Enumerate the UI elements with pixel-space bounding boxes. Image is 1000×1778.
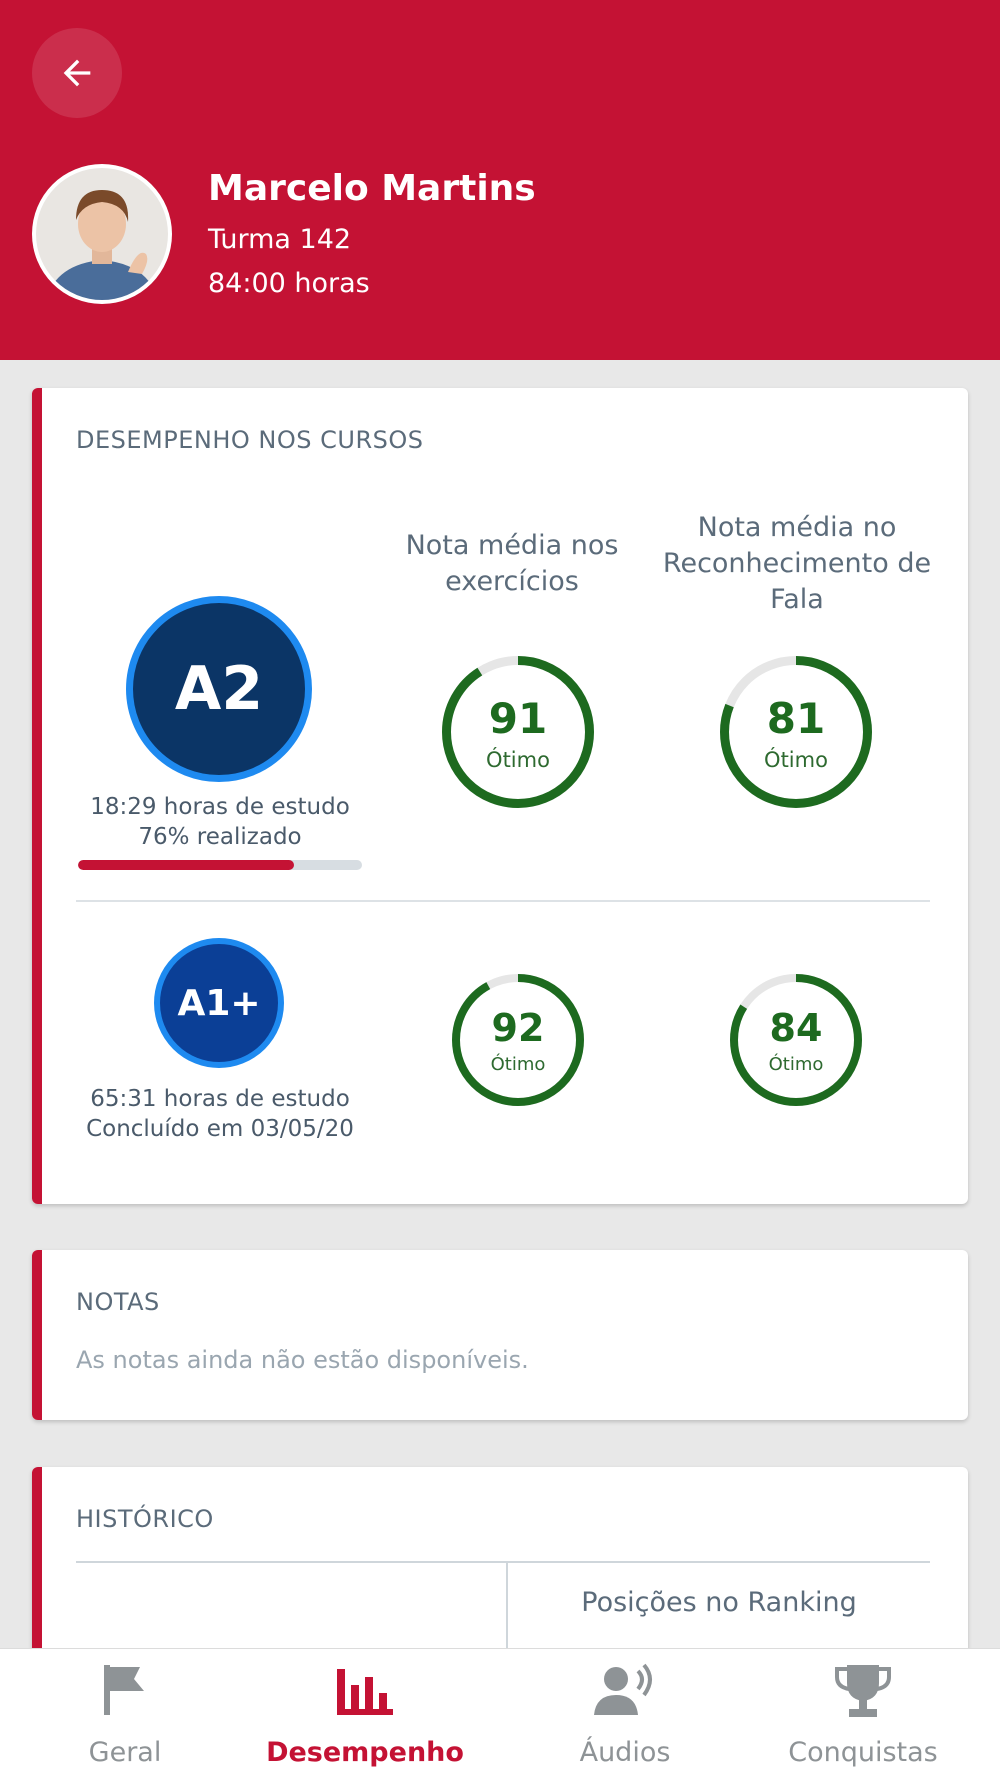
exercise-score-ring: 92 Ótimo	[452, 974, 584, 1106]
course-progress-bar	[78, 860, 362, 870]
exercise-score-value: 91	[488, 694, 548, 743]
history-column-divider	[506, 1563, 508, 1703]
nav-conquistas[interactable]: Conquistas	[738, 1649, 988, 1778]
bottom-navigation: Geral Desempenho Áudios	[0, 1648, 1000, 1778]
course-progress-fill	[78, 860, 294, 870]
user-hours: 84:00 horas	[208, 268, 370, 299]
level-badge-a2[interactable]: A2	[126, 596, 312, 782]
user-name: Marcelo Martins	[208, 168, 536, 209]
speech-score-label: Ótimo	[768, 1054, 824, 1075]
speech-score-label: Ótimo	[764, 748, 828, 772]
nav-desempenho[interactable]: Desempenho	[240, 1649, 490, 1778]
bar-chart-icon	[337, 1669, 393, 1715]
course-progress-text: 76% realizado	[138, 824, 302, 850]
profile-header: Marcelo Martins Turma 142 84:00 horas	[0, 0, 1000, 360]
performance-card: DESEMPENHO NOS CURSOS Nota média nos exe…	[32, 388, 968, 1204]
score-ring-graphic	[452, 974, 584, 1106]
nav-geral[interactable]: Geral	[0, 1649, 250, 1778]
nav-label: Conquistas	[788, 1737, 938, 1768]
speech-score-header: Nota média no Reconhecimento de Fala	[662, 512, 932, 615]
exercise-score-label: Ótimo	[490, 1054, 546, 1075]
exercise-score-header: Nota média nos exercícios	[405, 530, 619, 597]
score-ring-arc	[720, 656, 872, 808]
user-class: Turma 142	[208, 224, 352, 255]
score-ring-arc	[442, 656, 594, 808]
speech-score-value: 84	[769, 1006, 823, 1050]
notes-title: NOTAS	[76, 1288, 160, 1316]
notes-card: NOTAS As notas ainda não estão disponíve…	[32, 1250, 968, 1420]
notes-empty-message: As notas ainda não estão disponíveis.	[76, 1346, 529, 1374]
back-button[interactable]	[32, 28, 122, 118]
performance-title: DESEMPENHO NOS CURSOS	[76, 426, 424, 454]
nav-label: Áudios	[579, 1737, 671, 1768]
ranking-header: Posições no Ranking	[581, 1587, 857, 1618]
exercise-score-ring: 91 Ótimo	[442, 656, 594, 808]
avatar	[32, 164, 172, 304]
history-title: HISTÓRICO	[76, 1505, 214, 1533]
exercise-score-value: 92	[491, 1006, 545, 1050]
speech-score-value: 81	[766, 694, 826, 743]
course-completed-text: Concluído em 03/05/20	[86, 1116, 354, 1142]
exercise-score-label: Ótimo	[486, 748, 550, 772]
course-divider	[76, 900, 930, 902]
nav-audios[interactable]: Áudios	[500, 1649, 750, 1778]
score-ring-arc	[730, 974, 862, 1106]
score-ring-graphic	[730, 974, 862, 1106]
score-ring-graphic	[720, 656, 872, 808]
voice-icon	[594, 1663, 652, 1715]
trophy-icon	[835, 1665, 891, 1717]
flag-icon	[104, 1665, 144, 1715]
course-study-hours: 18:29 horas de estudo	[90, 794, 350, 820]
speech-score-ring: 84 Ótimo	[730, 974, 862, 1106]
speech-score-ring: 81 Ótimo	[720, 656, 872, 808]
course-study-hours: 65:31 horas de estudo	[90, 1086, 350, 1112]
level-label: A2	[174, 654, 264, 724]
arrow-left-icon	[63, 59, 91, 87]
level-label: A1+	[177, 982, 261, 1024]
nav-label: Desempenho	[266, 1737, 464, 1768]
level-badge-a1plus[interactable]: A1+	[154, 938, 284, 1068]
history-divider	[76, 1561, 930, 1563]
nav-label: Geral	[88, 1737, 162, 1768]
score-ring-graphic	[442, 656, 594, 808]
score-ring-arc	[452, 974, 584, 1106]
